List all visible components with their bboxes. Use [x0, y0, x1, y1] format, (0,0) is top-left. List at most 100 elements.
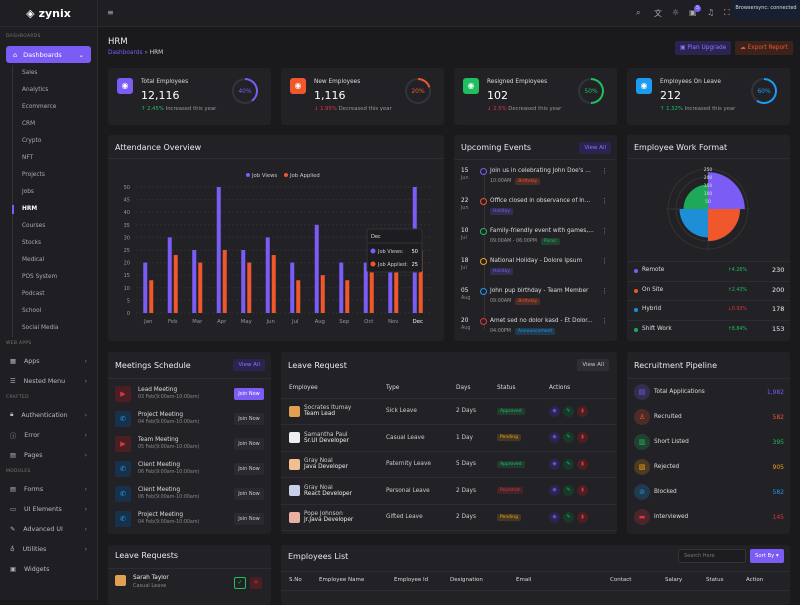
arrow-up-icon: ↑	[660, 106, 667, 112]
stat-change: ↑ 2.45% Increased this year	[141, 106, 216, 112]
avatar	[289, 432, 300, 444]
sidebar-subitem-social-media[interactable]: Social Media	[22, 325, 59, 331]
sort-by-dropdown[interactable]: Sort By ▾	[750, 549, 784, 563]
event-item[interactable]: 05 Aug John pup birthday - Team Member 09:0…	[454, 287, 617, 315]
change-percent: 0.93%	[731, 307, 747, 312]
join-now-button[interactable]: Join Now	[234, 438, 264, 450]
theme-icon[interactable]: ☼	[672, 8, 680, 17]
sidebar-subitem-nft[interactable]: NFT	[22, 155, 34, 161]
join-now-button[interactable]: Join Now	[234, 488, 264, 500]
sidebar-subitem-podcast[interactable]: Podcast	[22, 291, 45, 297]
menu-toggle-icon[interactable]: ≡	[107, 8, 114, 17]
sidebar-item-apps[interactable]: ▦ Apps ›	[0, 351, 97, 371]
employee-search-input[interactable]	[678, 549, 746, 563]
plan-upgrade-button[interactable]: ▣ Plan Upgrade	[675, 41, 732, 55]
sidebar-subitem-medical[interactable]: Medical	[22, 257, 45, 263]
delete-icon[interactable]: ▮	[577, 458, 588, 470]
crown-icon: ▣	[680, 45, 688, 51]
tooltip-marker	[370, 248, 376, 254]
search-icon[interactable]: ⌕	[636, 8, 641, 17]
sidebar-subitem-crypto[interactable]: Crypto	[22, 138, 42, 144]
event-item[interactable]: 18 Jul National Holiday - Dolore Ipsum Holi…	[454, 257, 617, 285]
legend-label: Job Applied	[289, 173, 320, 179]
sidebar-subitem-ecommerce[interactable]: Ecommerce	[22, 104, 57, 110]
events-view-all-button[interactable]: View All	[579, 142, 611, 154]
event-item[interactable]: 10 Jul Family-friendly event with games,..…	[454, 227, 617, 255]
sidebar-subitem-projects[interactable]: Projects	[22, 172, 45, 178]
sidebar-item-advanced-ui[interactable]: ✎ Advanced UI ›	[0, 519, 97, 539]
more-options-icon[interactable]: ⋮	[601, 197, 608, 205]
stat-label: Employees On Leave	[660, 79, 721, 85]
chevron-right-icon: ›	[84, 485, 87, 493]
edit-icon[interactable]: ✎	[563, 405, 574, 417]
sidebar-item-ui-elements[interactable]: ▭ UI Elements ›	[0, 499, 97, 519]
join-now-button[interactable]: Join Now	[234, 388, 264, 400]
fullscreen-icon[interactable]: ⛶	[724, 8, 730, 17]
user-plus-icon: ♙	[634, 409, 650, 425]
leave-view-all-button[interactable]: View All	[577, 359, 609, 371]
more-options-icon[interactable]: ⋮	[601, 167, 608, 175]
stat-card[interactable]: ◉ Resigned Employees 102 ↓ 2.5% Decreased t…	[454, 68, 617, 125]
y-tick-label: 15	[124, 273, 130, 279]
sidebar-item-error[interactable]: ⓘ Error ›	[0, 425, 97, 445]
event-item[interactable]: 22 Jun Office closed in observance of In..…	[454, 197, 617, 225]
delete-icon[interactable]: ▮	[577, 432, 588, 444]
view-icon[interactable]: ◉	[549, 485, 560, 497]
sidebar-item-nested-menu[interactable]: ☰ Nested Menu ›	[0, 371, 97, 391]
more-options-icon[interactable]: ⋮	[601, 227, 608, 235]
edit-icon[interactable]: ✎	[563, 511, 574, 523]
edit-icon[interactable]: ✎	[563, 458, 574, 470]
delete-icon[interactable]: ▮	[577, 511, 588, 523]
sidebar-item-pages[interactable]: ▤ Pages ›	[0, 445, 97, 465]
sidebar-subitem-jobs[interactable]: Jobs	[22, 189, 34, 195]
more-options-icon[interactable]: ⋮	[601, 317, 608, 325]
column-header: Employee	[281, 378, 378, 399]
sidebar-subitem-hrm[interactable]: HRM	[0, 201, 97, 218]
stat-card[interactable]: ◉ Employees On Leave 212 ↑ 1.32% Increased …	[627, 68, 790, 125]
sidebar-item-widgets[interactable]: ▣ Widgets	[0, 559, 97, 579]
sidebar-subitem-school[interactable]: School	[22, 308, 42, 314]
join-now-button[interactable]: Join Now	[234, 413, 264, 425]
meeting-time: 04 Feb(9:00am-10:00am)	[138, 520, 200, 525]
event-item[interactable]: 20 Aug Amet sed no dolor kasd - Et Dolor..…	[454, 317, 617, 345]
sidebar-subitem-crm[interactable]: CRM	[22, 121, 36, 127]
view-icon[interactable]: ◉	[549, 511, 560, 523]
polar-tick-label: 200	[704, 175, 713, 181]
event-item[interactable]: 15 Jun Join us in celebrating John Doe's .…	[454, 167, 617, 195]
reject-button[interactable]: ×	[250, 577, 262, 589]
sort-by-label: Sort By	[755, 553, 775, 559]
bar-job-views	[241, 250, 246, 313]
view-icon[interactable]: ◉	[549, 405, 560, 417]
sidebar-item-authentication[interactable]: 🔒︎ Authentication ›	[0, 405, 97, 425]
view-icon[interactable]: ◉	[549, 432, 560, 444]
sidebar-item-dashboards[interactable]: ⌂ Dashboards ⌄	[6, 46, 91, 63]
delete-icon[interactable]: ▮	[577, 485, 588, 497]
sidebar-item-forms[interactable]: ▤ Forms ›	[0, 479, 97, 499]
more-options-icon[interactable]: ⋮	[601, 257, 608, 265]
join-now-button[interactable]: Join Now	[234, 463, 264, 475]
export-report-button[interactable]: ☁ Export Report	[735, 41, 793, 55]
stat-card[interactable]: ◉ Total Employees 12,116 ↑ 2.45% Increased …	[108, 68, 271, 125]
stat-card[interactable]: ◉ New Employees 1,116 ↓ 1.95% Decreased thi…	[281, 68, 444, 125]
sidebar-subitem-analytics[interactable]: Analytics	[22, 87, 49, 93]
sidebar-subitem-sales[interactable]: Sales	[22, 70, 38, 76]
delete-icon[interactable]: ▮	[577, 405, 588, 417]
meetings-view-all-button[interactable]: View All	[233, 359, 265, 371]
more-options-icon[interactable]: ⋮	[601, 287, 608, 295]
join-now-button[interactable]: Join Now	[234, 513, 264, 525]
edit-icon[interactable]: ✎	[563, 432, 574, 444]
cart-icon[interactable]: ▣	[689, 8, 697, 17]
sidebar-item-utilities[interactable]: ♁ Utilities ›	[0, 539, 97, 559]
bell-icon[interactable]: ♫	[707, 8, 715, 17]
sidebar-subitem-stocks[interactable]: Stocks	[22, 240, 42, 246]
approve-button[interactable]: ✓	[234, 577, 246, 589]
sidebar-subitem-courses[interactable]: Courses	[22, 223, 46, 229]
sidebar-subitem-pos-system[interactable]: POS System	[22, 274, 58, 280]
view-icon[interactable]: ◉	[549, 458, 560, 470]
work-format-label: Hybrid	[642, 306, 662, 312]
edit-icon[interactable]: ✎	[563, 485, 574, 497]
translate-icon[interactable]: 文	[654, 9, 662, 18]
breadcrumb-parent[interactable]: Dashboards	[108, 50, 143, 56]
meeting-time: 05 Feb(9:00am-10:00am)	[138, 445, 200, 450]
brand-logo[interactable]: ◈ zynix	[0, 0, 97, 27]
